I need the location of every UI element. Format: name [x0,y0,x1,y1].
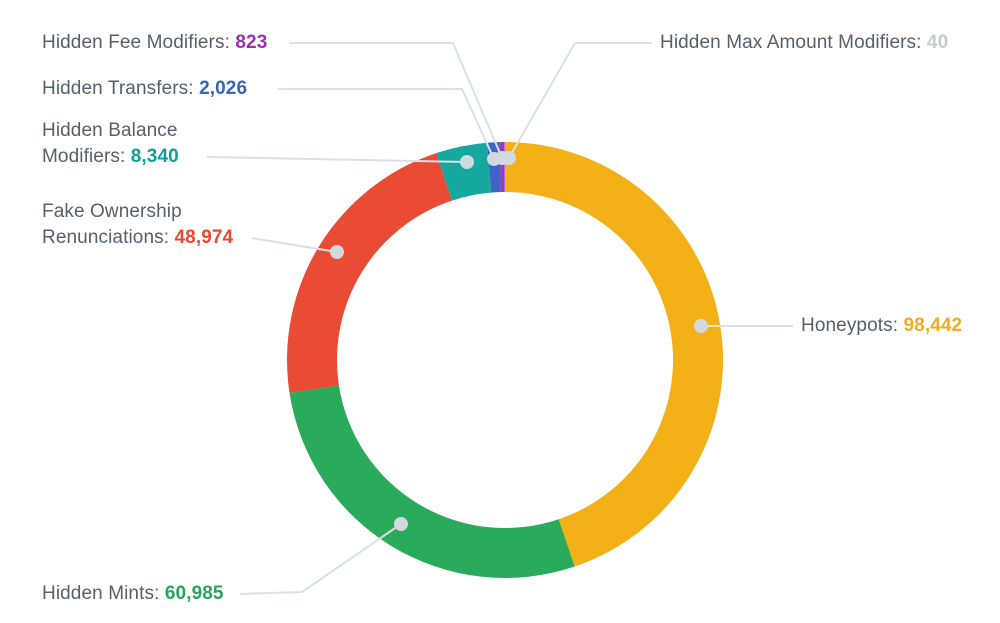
segment-hidden-mints[interactable] [289,385,575,578]
label-hidden-balance-modifiers: Hidden Balance Modifiers: 8,340 [42,118,214,170]
label-value: 8,340 [130,146,179,167]
label-text: Fake Ownership Renunciations: [42,201,182,248]
label-hidden-mints: Hidden Mints: 60,985 [42,581,224,607]
leader-dot-hidden-mints [394,517,408,531]
label-honeypots: Honeypots: 98,442 [801,313,962,339]
leader-line-fake-ownership-renunciations [251,237,338,253]
leader-dot-honeypots [694,319,708,333]
label-text: Hidden Max Amount Modifiers: [660,32,922,53]
leader-dot-hidden-max-amount-modifiers [502,151,516,165]
label-value: 48,974 [174,227,234,248]
leader-line-hidden-fee-modifiers [289,42,503,159]
leader-line-hidden-balance-modifiers [206,156,468,163]
label-text: Hidden Balance Modifiers: [42,120,178,167]
leader-line-hidden-transfers [278,88,495,160]
leader-dots [330,151,708,531]
segment-hidden-balance-modifiers[interactable] [436,142,492,201]
leader-dot-hidden-balance-modifiers [460,155,474,169]
donut-ring [287,141,723,578]
leader-lines [206,42,793,595]
leader-line-hidden-max-amount-modifiers [508,42,652,159]
label-text: Hidden Transfers: [42,78,194,99]
label-value: 40 [926,32,949,53]
label-text: Hidden Mints: [42,583,160,604]
segment-honeypots[interactable] [505,142,723,567]
label-value: 60,985 [164,583,224,604]
label-value: 823 [235,32,268,53]
label-value: 98,442 [903,315,963,336]
label-hidden-transfers: Hidden Transfers: 2,026 [42,76,247,102]
segment-fake-ownership-renunciations[interactable] [287,153,452,393]
label-text: Honeypots: [801,315,899,336]
label-fake-ownership-renunciations: Fake Ownership Renunciations: 48,974 [42,199,270,251]
leader-line-hidden-mints [239,523,402,595]
label-value: 2,026 [199,78,248,99]
leader-dot-fake-ownership-renunciations [330,245,344,259]
label-hidden-max-amount-modifiers: Hidden Max Amount Modifiers: 40 [660,30,948,56]
label-text: Hidden Fee Modifiers: [42,32,230,53]
label-hidden-fee-modifiers: Hidden Fee Modifiers: 823 [42,30,267,56]
